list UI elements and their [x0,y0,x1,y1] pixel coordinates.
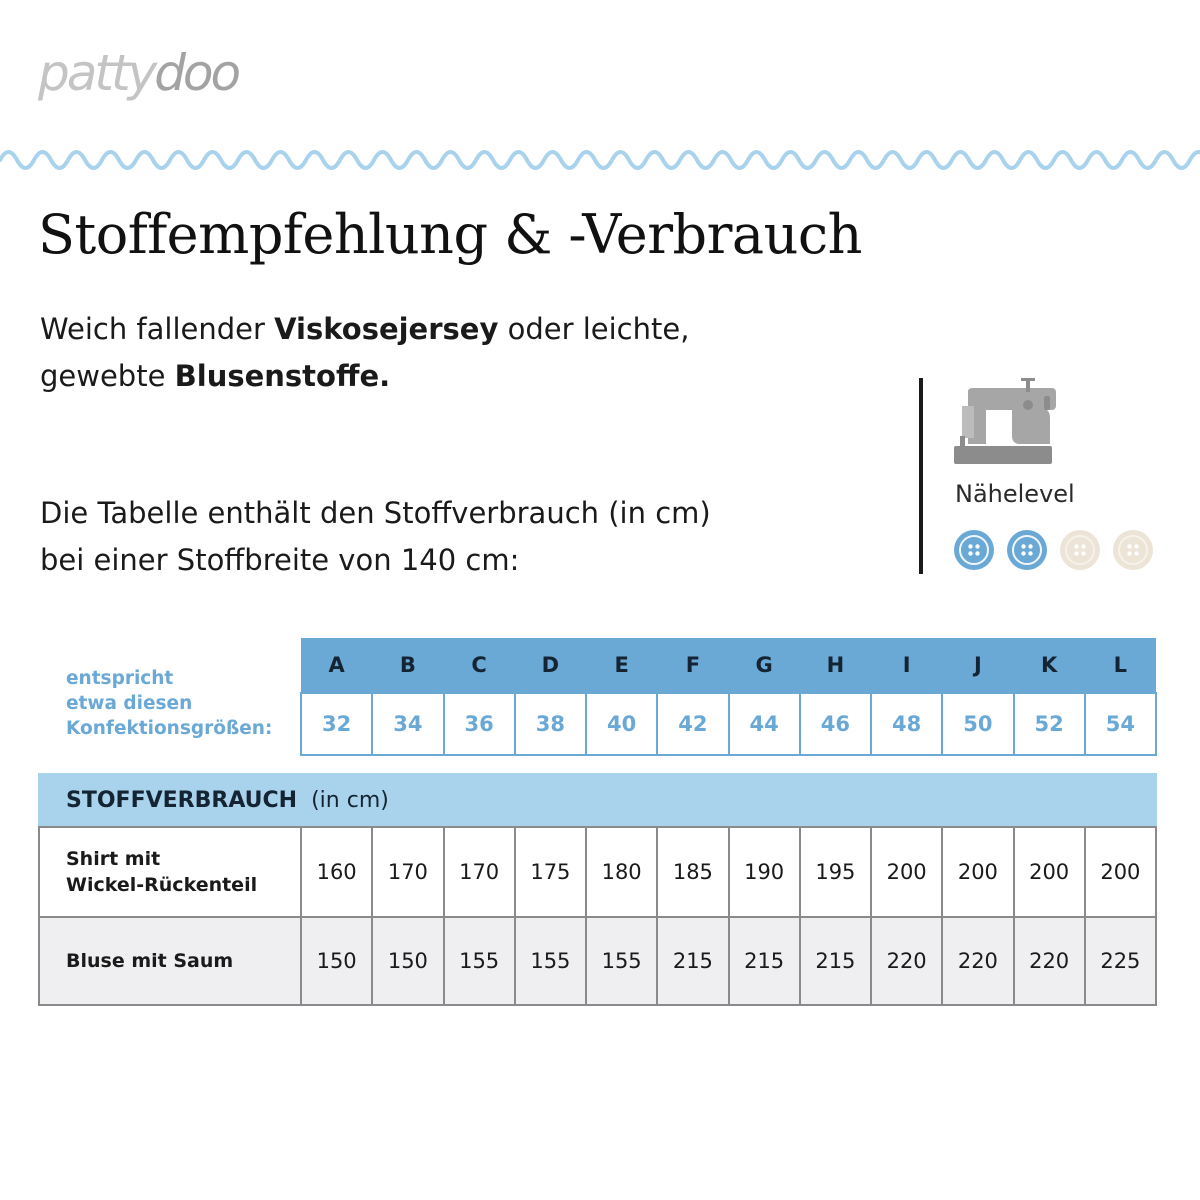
usage-header-unit: (in cm) [311,787,389,813]
fabric-viskosejersey: Viskosejersey [274,312,499,346]
size-number: 32 [299,692,374,756]
usage-value: 200 [1012,826,1086,918]
usage-value: 180 [584,826,659,918]
usage-value: 190 [727,826,801,918]
usage-value: 215 [727,916,801,1006]
button-icon-empty [1113,530,1153,570]
size-number: 48 [869,692,944,756]
usage-value: 150 [371,916,445,1006]
usage-row: Shirt mit Wickel-Rückenteil 160 170 170 175 18… [38,826,1158,918]
usage-row-label: Shirt mit Wickel-Rückenteil [38,826,302,918]
size-letter: D [514,638,586,693]
usage-value: 175 [513,826,588,918]
usage-value: 225 [1083,916,1158,1006]
vertical-divider [919,378,923,574]
size-number: 34 [371,692,445,756]
sewing-level-buttons [953,529,1154,571]
size-letter: C [443,638,515,693]
button-icon-empty [1060,530,1100,570]
size-letter: A [301,638,373,693]
usage-value: 215 [656,916,730,1006]
size-number: 40 [584,692,659,756]
size-number: 50 [941,692,1015,756]
usage-value: 215 [798,916,873,1006]
usage-row-label: Bluse mit Saum [38,916,302,1006]
usage-table: Shirt mit Wickel-Rückenteil 160 170 170 175 18… [38,826,1158,1006]
usage-value: 220 [869,916,944,1006]
usage-value: 200 [941,826,1015,918]
size-number: 46 [798,692,873,756]
size-letter: B [372,638,444,693]
usage-value: 195 [798,826,873,918]
size-letter: F [657,638,729,693]
sizes-caption: entspricht etwa diesen Konfektionsgrößen… [66,668,273,739]
size-number: 54 [1083,692,1158,756]
size-number: 42 [656,692,730,756]
size-letter: G [728,638,800,693]
sewing-machine-icon [954,378,1056,464]
sewing-level-label: Nähelevel [955,480,1075,508]
usage-value: 155 [513,916,588,1006]
size-number-row: 32 34 36 38 40 42 44 46 48 50 52 54 [299,692,1158,756]
usage-value: 170 [371,826,445,918]
usage-value: 200 [869,826,944,918]
usage-header: STOFFVERBRAUCH (in cm) [38,773,1157,827]
fabric-recommendation: Weich fallender Viskosejersey oder leich… [40,312,690,393]
size-letter: I [871,638,943,693]
button-icon-filled [1007,530,1047,570]
brand-logo: pattydoo [38,48,241,98]
usage-value: 200 [1083,826,1158,918]
size-number: 52 [1012,692,1086,756]
size-number: 44 [727,692,801,756]
size-letter: L [1084,638,1156,693]
usage-row: Bluse mit Saum 150 150 155 155 155 215 215 215 22… [38,916,1158,1006]
size-letter: H [799,638,871,693]
size-letter: K [1013,638,1085,693]
zigzag-divider [0,150,1200,170]
usage-value: 155 [442,916,516,1006]
size-number: 36 [442,692,516,756]
usage-value: 220 [1012,916,1086,1006]
table-note: Die Tabelle enthält den Stoffverbrauch (… [40,496,711,577]
usage-value: 220 [941,916,1015,1006]
usage-value: 155 [584,916,659,1006]
size-letter: E [586,638,658,693]
fabric-blusenstoffe: Blusenstoffe. [174,359,391,393]
usage-value: 185 [656,826,730,918]
usage-header-title: STOFFVERBRAUCH [66,787,298,813]
usage-value: 150 [299,916,374,1006]
usage-value: 170 [442,826,516,918]
usage-value: 160 [299,826,374,918]
brand-logo-part2: doo [154,44,241,102]
size-number: 38 [513,692,588,756]
size-letter: J [942,638,1014,693]
brand-logo-part1: patty [38,44,157,102]
button-icon-filled [954,530,994,570]
page-title: Stoffempfehlung & -Verbrauch [38,203,862,266]
